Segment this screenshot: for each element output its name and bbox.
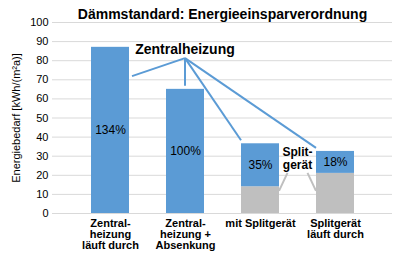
svg-text:35%: 35% [248,158,272,172]
svg-text:Dämmstandard: Energieeinsparve: Dämmstandard: Energieeinsparverordnung [78,6,367,22]
svg-text:100%: 100% [170,144,201,158]
svg-text:100: 100 [30,16,48,28]
svg-text:Zentral-heizungläuft durch: Zentral-heizungläuft durch [82,217,139,251]
svg-text:Zentral-heizung +Absenkung: Zentral-heizung +Absenkung [156,217,216,251]
svg-text:30: 30 [36,150,48,162]
svg-text:90: 90 [36,35,48,47]
svg-text:50: 50 [36,112,48,124]
svg-text:60: 60 [36,92,48,104]
svg-text:Energiebedarf [kWh/(m²a)]: Energiebedarf [kWh/(m²a)] [10,53,22,183]
svg-text:40: 40 [36,131,48,143]
svg-text:80: 80 [36,54,48,66]
svg-text:10: 10 [36,188,48,200]
svg-text:70: 70 [36,73,48,85]
svg-text:Splitgerätläuft durch: Splitgerätläuft durch [307,217,364,240]
svg-text:Zentralheizung: Zentralheizung [135,41,235,57]
svg-text:0: 0 [42,207,48,219]
svg-text:134%: 134% [95,123,126,137]
svg-text:Split-gerät: Split-gerät [283,145,313,172]
svg-text:mit Splitgerät: mit Splitgerät [225,217,296,229]
svg-text:18%: 18% [323,155,347,169]
svg-text:20: 20 [36,169,48,181]
